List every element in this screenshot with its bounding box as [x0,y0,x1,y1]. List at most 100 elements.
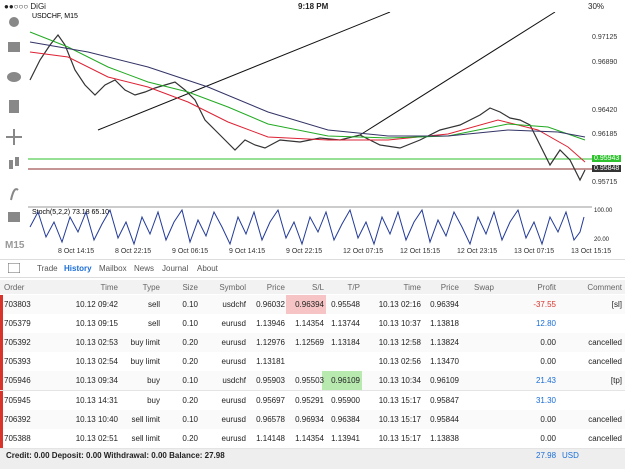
tab-icon[interactable] [8,263,20,273]
table-cell: Type [142,283,160,292]
table-cell: 0.95903 [256,376,285,386]
footer-currency: USD [562,451,579,460]
table-cell: 0.10 [182,319,198,329]
table-cell: Time [403,283,421,292]
table-cell: -37.55 [533,300,556,309]
table-cell: buy [147,376,160,386]
price-label: 0.97125 [592,34,618,41]
time-label: 9 Oct 06:15 [172,248,209,255]
timeframe[interactable]: M15 [5,240,25,251]
table-cell: 10.13 12:58 [378,338,421,348]
battery: 30% [588,2,605,11]
row-marker [0,409,3,429]
table-cell: cancelled [588,338,622,348]
footer-summary: Credit: 0.00 Deposit: 0.00 Withdrawal: 0… [6,451,225,460]
table-cell: 1.12976 [256,338,285,348]
tab[interactable]: Journal [162,264,189,273]
indicator-label: Stoch(5,2,2) 73.18 65.10 [32,209,109,216]
price-label: 0.96890 [592,59,618,66]
table-cell: 0.95291 [295,395,324,405]
table-cell: 0.96384 [331,414,360,424]
table-cell: Order [4,283,25,292]
time-label: 12 Oct 23:15 [457,248,498,255]
table-cell: S/L [311,283,324,292]
table-cell: Symbol [219,283,246,292]
table-cell: 21.43 [535,376,556,386]
tab-bar [0,259,625,278]
tab[interactable]: History [64,264,92,273]
footer-balance: 27.98 [536,451,557,460]
table-cell: 0.20 [182,433,198,443]
table-cell: sell [147,300,160,309]
table-cell: 1.14354 [295,433,324,443]
table-cell: 1.13824 [430,338,459,348]
table-cell: cancelled [588,433,622,443]
table-cell: eurusd [221,395,246,405]
table-cell: 0.96394 [430,300,459,309]
row-marker [0,428,3,448]
time-label: 8 Oct 22:15 [115,248,152,255]
table-cell: Profit [537,283,556,292]
table-cell: Time [100,283,118,292]
table-cell: 0.95844 [430,414,459,424]
table-cell: 0.96109 [430,376,459,386]
price-label: 0.95848 [592,165,622,172]
table-cell: sell limit [131,433,160,443]
table-cell: 10.13 02:51 [75,433,118,443]
table-cell: 10.13 02:16 [378,300,421,309]
table-cell: 0.95548 [331,300,360,309]
tab[interactable]: News [134,264,155,273]
table-cell: usdchf [222,300,246,309]
table-cell: buy limit [130,357,160,367]
table-cell: 705392 [4,338,31,348]
row-marker [0,390,3,410]
table-cell: 0.10 [182,414,198,424]
table-cell: cancelled [588,357,622,367]
table-cell: Price [266,283,285,292]
table-cell: 0.20 [182,357,198,367]
table-cell: cancelled [588,414,622,424]
table-cell: 10.13 15:17 [378,433,421,443]
table-cell: sell [147,319,160,329]
row-marker [0,371,3,391]
table-cell: 10.13 02:54 [75,357,118,367]
tab[interactable]: Trade [37,264,58,273]
row-marker [0,352,3,372]
table-cell: 0.95503 [295,376,324,386]
time-label: 8 Oct 14:15 [58,248,95,255]
table-cell: 1.13818 [430,319,459,329]
table-cell: 10.12 09:42 [75,300,118,309]
price-label: 0.95943 [592,155,622,162]
table-cell: 1.13744 [331,319,360,329]
price-label: 0.96420 [592,107,618,114]
table-cell: 1.13941 [331,433,360,443]
table-cell: 0.95847 [430,395,459,405]
table-cell: T/P [347,283,360,292]
table-cell: sell limit [131,414,160,424]
table-cell: 1.13946 [256,319,285,329]
table-cell: buy [147,395,160,405]
time-label: 12 Oct 15:15 [400,248,441,255]
table-cell: Price [440,283,459,292]
table-cell: 705946 [4,376,31,386]
table-cell: 0.00 [540,414,556,424]
table-cell: eurusd [221,319,246,329]
table-cell: eurusd [221,357,246,367]
table-cell: 10.13 02:56 [378,357,421,367]
table-cell: 31.30 [535,395,556,405]
table-cell: 10.13 09:15 [75,319,118,329]
table-cell: 0.96032 [256,300,285,309]
table-cell: 0.10 [182,376,198,386]
clock: 9:18 PM [298,2,329,11]
table-cell: eurusd [221,338,246,348]
cell-highlight [322,371,362,391]
row-marker [0,314,3,334]
table-cell: 1.13181 [256,357,285,367]
tab[interactable]: Mailbox [99,264,127,273]
table-header [0,280,625,294]
time-label: 12 Oct 07:15 [343,248,384,255]
tab[interactable]: About [197,264,218,273]
table-cell: 1.13838 [430,433,459,443]
table-cell: 1.12569 [295,338,324,348]
table-cell: buy limit [130,338,160,348]
